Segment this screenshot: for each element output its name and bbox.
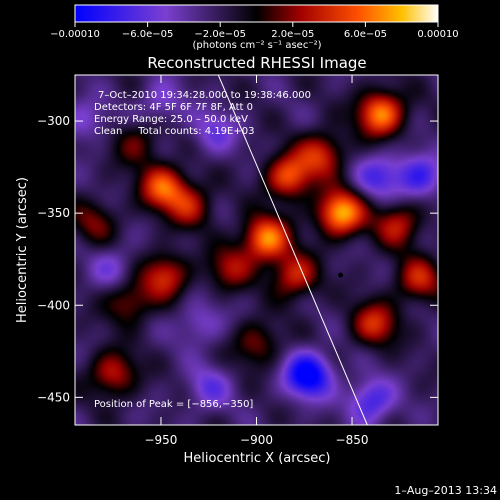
heatmap-image — [75, 75, 438, 425]
colorbar-tick-label: 0.00010 — [417, 29, 458, 40]
solar-limb-line — [217, 75, 368, 425]
colorbar-tick-label: −6.0e−05 — [122, 29, 174, 40]
colorbar — [74, 4, 439, 23]
y-tick-label: −350 — [37, 206, 70, 220]
info-annotation: 7–Oct–2010 19:34:28.000 to 19:38:46.000 … — [94, 90, 311, 137]
peak-position-label: Position of Peak = [−856,−350] — [94, 399, 253, 410]
x-tick-label: −900 — [240, 433, 273, 447]
info-line-detectors: Detectors: 4F 5F 6F 7F 8F, Att 0 — [94, 102, 253, 113]
info-line-energy: Energy Range: 25.0 – 50.0 keV — [94, 114, 248, 125]
y-axis-label: Heliocentric Y (arcsec) — [15, 177, 30, 323]
colorbar-units-label: (photons cm⁻² s⁻¹ asec⁻²) — [192, 40, 321, 51]
colorbar-tick-label: 6.0e−05 — [344, 29, 387, 40]
info-line-time: 7–Oct–2010 19:34:28.000 to 19:38:46.000 — [98, 90, 311, 101]
info-line-counts: Clean Total counts: 4.19E+03 — [94, 126, 254, 137]
axis-ticks: −950 −900 −850 −300 −350 −400 −450 — [37, 75, 438, 447]
x-tick-label: −950 — [144, 433, 177, 447]
peak-marker — [338, 272, 344, 278]
footer-timestamp: 1–Aug–2013 13:34 — [394, 484, 497, 497]
colorbar-tick-label: 2.0e−05 — [271, 29, 314, 40]
x-axis-label: Heliocentric X (arcsec) — [184, 451, 331, 466]
colorbar-tick-label: −0.00010 — [50, 29, 100, 40]
colorbar-ticks: −0.00010 −6.0e−05 −2.0e−05 2.0e−05 6.0e−05 0.… — [50, 22, 459, 40]
x-tick-label: −850 — [336, 433, 369, 447]
y-tick-label: −400 — [37, 298, 70, 312]
chart-title: Reconstructed RHESSI Image — [147, 54, 366, 72]
colorbar-tick-label: −2.0e−05 — [194, 29, 246, 40]
y-tick-label: −300 — [37, 114, 70, 128]
y-tick-label: −450 — [37, 390, 70, 404]
